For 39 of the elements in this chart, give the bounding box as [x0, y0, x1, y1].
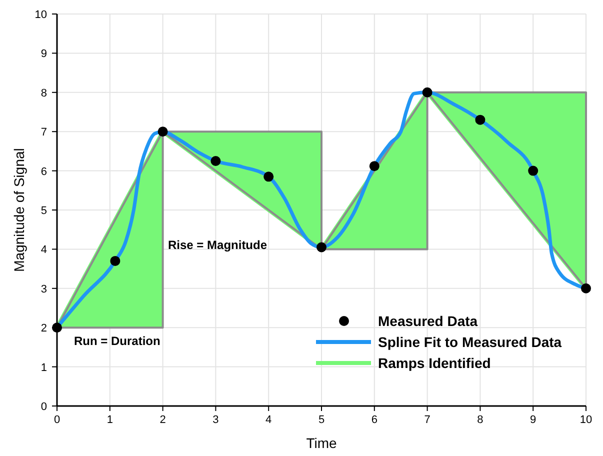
point — [581, 283, 591, 294]
x-tick-label: 5 — [318, 414, 325, 426]
legend-label: Measured Data — [378, 313, 478, 329]
x-tick-label: 10 — [580, 414, 592, 426]
y-tick-label: 4 — [40, 244, 47, 256]
x-tick-label: 1 — [106, 414, 113, 426]
x-tick-label: 9 — [530, 414, 536, 426]
y-axis-title: Magnitude of Signal — [11, 148, 27, 272]
legend-label: Spline Fit to Measured Data — [378, 334, 562, 350]
x-tick-label: 7 — [424, 414, 430, 426]
point — [369, 161, 380, 172]
y-tick-label: 2 — [40, 322, 47, 335]
point — [422, 87, 432, 98]
y-tick-label: 3 — [40, 283, 47, 296]
x-tick-label: 8 — [477, 414, 484, 426]
point — [110, 256, 120, 266]
point — [528, 166, 538, 176]
point — [264, 172, 274, 182]
annotation: Rise = Magnitude — [168, 238, 268, 252]
x-axis-title: Time — [306, 435, 338, 451]
legend-label: Ramps Identified — [378, 355, 491, 371]
x-tick-label: 4 — [266, 414, 272, 426]
annotation: Run = Duration — [74, 334, 160, 348]
y-tick-label: 7 — [40, 126, 47, 139]
y-tick-label: 5 — [40, 205, 47, 217]
y-tick-label: 0 — [40, 401, 47, 413]
y-tick-label: 6 — [40, 166, 47, 178]
point — [158, 126, 168, 137]
point — [316, 242, 326, 252]
point — [210, 156, 221, 166]
x-tick-label: 6 — [371, 414, 378, 426]
y-tick-label: 1 — [40, 362, 47, 374]
y-tick-label: 8 — [40, 87, 47, 100]
y-tick-label: 10 — [34, 9, 47, 21]
x-tick-label: 3 — [212, 414, 219, 426]
point — [475, 114, 486, 125]
x-tick-label: 2 — [160, 414, 166, 426]
y-tick-label: 9 — [40, 48, 47, 60]
x-tick-label: 0 — [54, 414, 60, 426]
